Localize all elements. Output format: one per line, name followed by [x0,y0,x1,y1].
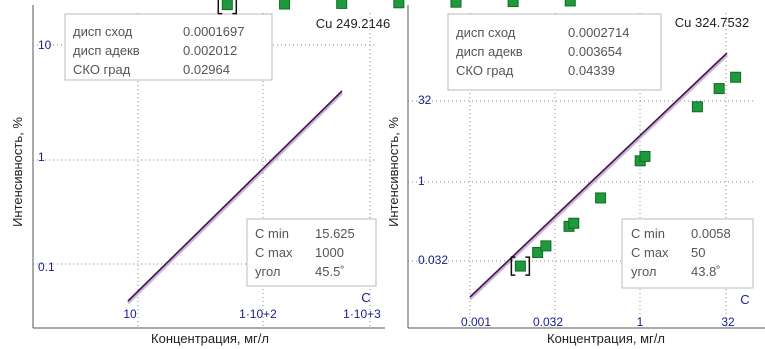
range-value: 1000 [315,245,344,260]
regression-line [127,90,343,302]
data-point[interactable] [595,192,607,204]
stats-value: 0.003654 [568,44,622,59]
data-point[interactable] [568,217,580,229]
label-leader [279,0,282,2]
data-point[interactable] [221,0,233,11]
selection-bracket-right [232,0,238,15]
selection-bracket-left [510,256,516,276]
range-value: 15.625 [315,226,355,241]
range-label: C min [255,226,289,241]
data-point[interactable] [450,0,462,8]
stats-label: дисп сход [456,25,516,40]
x-tick-label: 1·10+2 [239,307,277,321]
regression-line-shadow [468,53,729,301]
range-box [246,218,377,287]
range-value: 43.8˚ [691,264,721,279]
stats-box [447,13,662,91]
y-tick-label: 0.032 [418,253,448,267]
stats-label: СКО град [456,63,514,78]
stats-label: СКО град [73,62,131,77]
data-point[interactable] [564,0,576,7]
regression-line-shadow [126,91,344,305]
x-tick-label: 0.001 [461,315,491,329]
y-axis-label: Интенсивность, % [10,117,25,227]
data-point[interactable] [514,260,526,272]
range-value: 45.5˚ [315,264,345,279]
data-point[interactable] [713,83,725,95]
chart-title: Cu 324.7532 [675,15,749,30]
y-axis-label: Интенсивность, % [386,117,401,227]
selection-bracket-right [525,256,531,276]
range-box [621,218,754,289]
range-label: угол [255,264,281,279]
data-point[interactable] [336,0,348,9]
chart-cu-249: 10 1·10+2 1·10+3 0.1 1 10 дисп сход 0.0001697 ди… [10,0,576,346]
data-point[interactable] [730,71,742,83]
y-tick-label: 32 [418,93,432,107]
x-tick-label: 32 [721,315,735,329]
stats-label: дисп адекв [456,44,523,59]
range-label: C min [631,226,665,241]
chart-title: Cu 249.2146 [316,16,390,31]
data-point[interactable] [507,0,519,8]
x-tick-label: 1 [637,315,644,329]
data-point[interactable] [532,247,544,259]
data-point[interactable] [639,150,651,162]
data-point[interactable] [691,101,703,113]
chart-cu-324: 0.001 0.032 1 32 0.032 1 32 дисп сход 0.0002714 д… [386,5,765,346]
stats-value: 0.04339 [568,63,615,78]
data-point[interactable] [540,240,552,252]
x-tick-label: 1·10+3 [343,307,381,321]
stats-label: дисп адекв [73,43,140,58]
y-tick-label: 1 [418,174,425,188]
x-tick-label: 0.032 [533,315,563,329]
stats-box [64,13,273,81]
x-axis-letter: C [740,292,749,307]
stats-value: 0.02964 [183,62,230,77]
stats-value: 0.0002714 [568,25,629,40]
x-axis-label: Концентрация, мг/л [547,331,665,346]
selection-bracket-left [217,0,223,15]
range-label: C max [631,245,669,260]
data-point[interactable] [279,0,291,10]
y-tick-label: 1 [38,150,45,164]
y-tick-label: 0.1 [38,260,55,274]
stats-value: 0.0001697 [183,24,244,39]
data-point[interactable] [393,0,405,9]
x-tick-label: 10 [123,307,137,321]
range-value: 50 [691,245,705,260]
range-label: угол [631,264,657,279]
y-tick-label: 10 [38,38,52,52]
x-axis-label: Концентрация, мг/л [151,331,269,346]
stats-label: дисп сход [73,24,133,39]
stats-value: 0.002012 [183,43,237,58]
range-label: C max [255,245,293,260]
x-axis-letter: C [361,290,370,305]
range-value: 0.0058 [691,226,731,241]
